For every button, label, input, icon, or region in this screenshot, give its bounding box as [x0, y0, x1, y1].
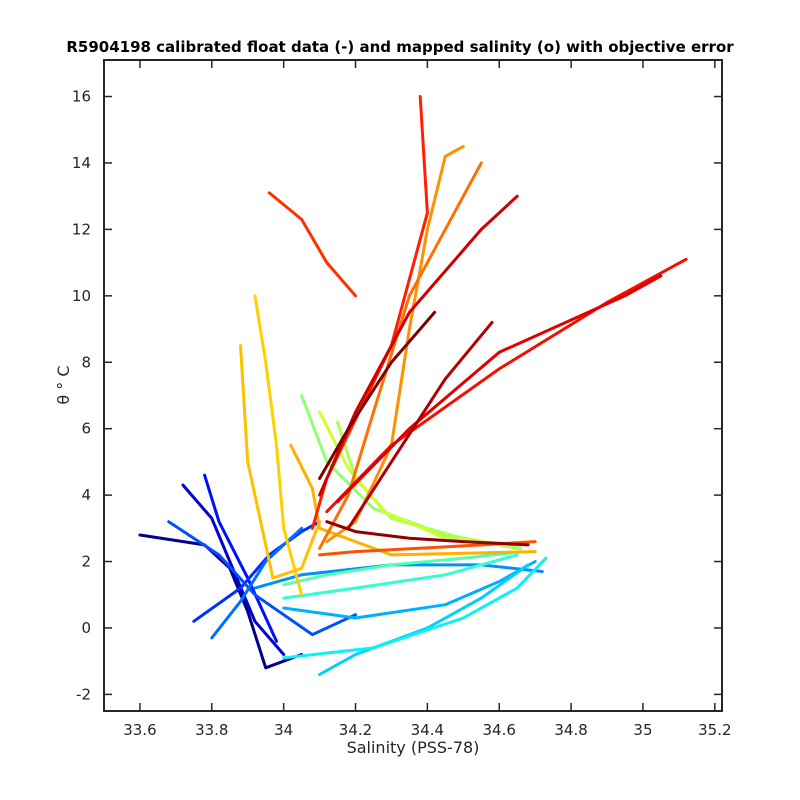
plot-area	[138, 95, 688, 676]
x-tick-label: 34	[274, 721, 293, 739]
y-tick-label: 4	[81, 486, 91, 504]
x-tick-label: 34.4	[411, 721, 444, 739]
profile-line-12	[282, 550, 523, 587]
profile-line-29	[318, 310, 437, 480]
profile-line-20	[318, 161, 483, 550]
x-tick-label: 33.8	[195, 721, 228, 739]
profile-line-11	[282, 553, 519, 600]
profile-line-9	[318, 563, 530, 676]
profile-line-17	[239, 344, 322, 580]
y-tick-label: 0	[81, 619, 91, 637]
y-tick-label: 10	[72, 287, 91, 305]
x-tick-label: 33.6	[123, 721, 156, 739]
profile-line-10	[282, 556, 548, 660]
profile-line-4	[192, 520, 322, 623]
x-tick-label: 34.2	[339, 721, 372, 739]
profile-line-6	[210, 526, 304, 640]
y-tick-label: 16	[72, 88, 91, 106]
profile-line-22	[267, 191, 357, 298]
profile-line-3	[203, 473, 278, 643]
profile-line-16	[253, 294, 304, 597]
y-tick-label: 14	[72, 154, 91, 172]
profile-line-28	[325, 520, 530, 547]
plot-frame	[103, 59, 723, 712]
profile-line-19	[325, 144, 465, 544]
profile-line-2	[181, 483, 286, 656]
x-axis-label: Salinity (PSS-78)	[347, 738, 480, 757]
y-tick-label: 8	[81, 353, 91, 371]
x-tick-label: 35.2	[698, 721, 731, 739]
y-tick-label: 12	[72, 220, 91, 238]
y-axis: -2 0 2 4 6 8 10 12 14 16	[72, 88, 722, 703]
y-tick-label: 6	[81, 420, 91, 438]
x-axis: 33.6 33.8 34 34.2 34.4 34.6 34.8 35 35.2	[123, 60, 732, 739]
y-tick-label: -2	[76, 685, 91, 703]
profile-line-5	[167, 520, 357, 637]
chart-title: R5904198 calibrated float data (-) and m…	[66, 38, 734, 56]
profile-line-27	[346, 320, 494, 530]
profile-line-25	[336, 274, 663, 504]
profile-line-18	[289, 443, 537, 557]
x-tick-label: 34.8	[554, 721, 587, 739]
y-axis-label: θ ° C	[54, 365, 73, 404]
x-tick-label: 34.6	[483, 721, 516, 739]
x-tick-label: 35	[633, 721, 652, 739]
profile-line-8	[282, 560, 537, 620]
y-tick-label: 2	[81, 553, 91, 571]
